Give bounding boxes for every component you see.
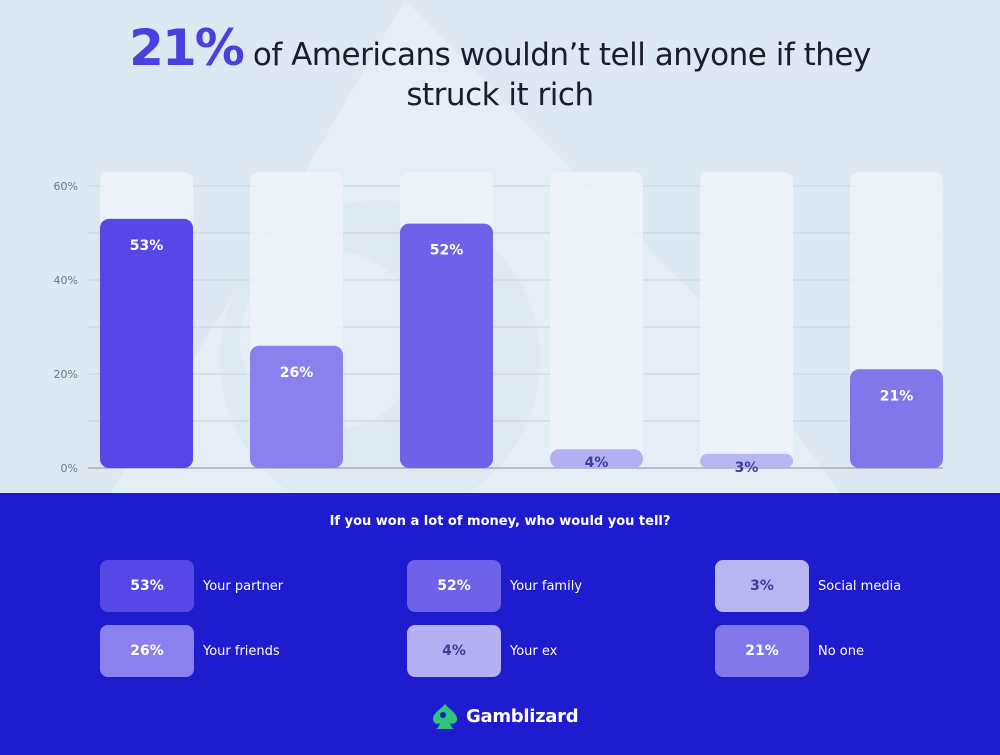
- brand-logo: Gamblizard: [430, 702, 579, 730]
- legend-label: Your friends: [203, 643, 280, 659]
- legend-value-badge: 52%: [407, 560, 501, 612]
- brand-name: Gamblizard: [466, 705, 579, 727]
- legend-value-badge: 3%: [715, 560, 809, 612]
- legend-item: 3% Social media: [715, 560, 901, 612]
- legend-item: 21% No one: [715, 625, 864, 677]
- legend-item: 53% Your partner: [100, 560, 283, 612]
- legend-label: No one: [818, 643, 865, 659]
- legend-item: 26% Your friends: [100, 625, 280, 677]
- legend-value-badge: 21%: [715, 625, 809, 677]
- bar: [250, 345, 343, 468]
- legend-item: 4% Your ex: [407, 625, 557, 677]
- bar-value-label: 21%: [880, 388, 914, 404]
- y-tick-label: 40%: [54, 274, 78, 287]
- bar-value-label: 26%: [280, 365, 314, 381]
- y-tick-label: 60%: [54, 180, 78, 193]
- chart-panel: 21% of Americans wouldn’t tell anyone if …: [0, 23, 1000, 476]
- bar-value-label: 4%: [585, 455, 609, 471]
- headline-text-line2: struck it rich: [406, 77, 594, 113]
- legend-value-badge: 4%: [407, 625, 501, 677]
- bar: [850, 369, 943, 468]
- legend-item: 52% Your family: [407, 560, 582, 612]
- bar-track: [700, 172, 793, 468]
- y-tick-label: 20%: [54, 368, 78, 381]
- legend-label: Social media: [818, 578, 902, 594]
- bar-value-label: 53%: [130, 238, 164, 254]
- bar: [400, 223, 493, 468]
- gamblizard-logo-icon: [433, 704, 457, 729]
- chart-headline: 21% of Americans wouldn’t tell anyone if …: [0, 23, 1000, 115]
- bar-value-label: 3%: [735, 460, 759, 476]
- legend-panel: If you won a lot of money, who would you…: [0, 493, 1000, 755]
- bar: [700, 453, 793, 468]
- bar: [100, 218, 193, 468]
- bar-value-label: 52%: [430, 243, 464, 259]
- legend-label: Your family: [510, 578, 583, 594]
- headline-highlight: 21%: [129, 19, 245, 77]
- legend-value-badge: 26%: [100, 625, 194, 677]
- bar: [550, 449, 643, 468]
- bar-track: [550, 172, 643, 468]
- legend-question: If you won a lot of money, who would you…: [329, 514, 671, 529]
- legend-value-badge: 53%: [100, 560, 194, 612]
- legend-label: Your partner: [203, 578, 284, 594]
- legend-label: Your ex: [510, 643, 558, 659]
- bar-chart: 0% 20% 40% 60% 53% 26% 52% 4% 3% 21%: [54, 172, 943, 476]
- y-tick-label: 0%: [61, 462, 78, 475]
- headline-text-line1: of Americans wouldn’t tell anyone if the…: [252, 37, 871, 73]
